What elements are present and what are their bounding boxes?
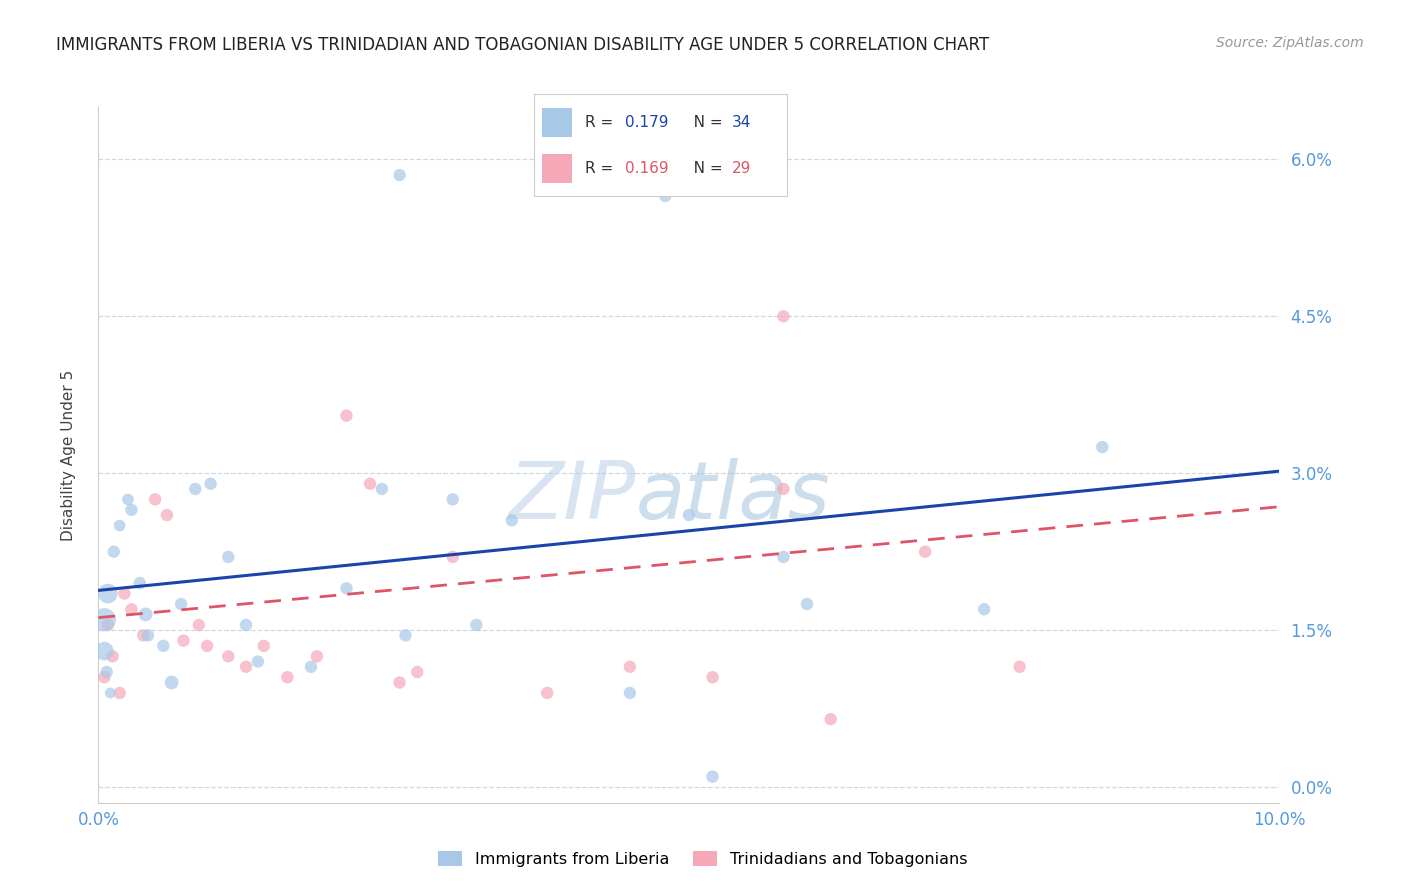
Text: atlas: atlas bbox=[636, 458, 831, 536]
Point bbox=[388, 675, 411, 690]
Point bbox=[335, 409, 357, 423]
Point bbox=[112, 586, 135, 600]
Point bbox=[371, 482, 394, 496]
Point bbox=[441, 549, 464, 564]
Text: Source: ZipAtlas.com: Source: ZipAtlas.com bbox=[1216, 36, 1364, 50]
Point bbox=[217, 549, 239, 564]
Point bbox=[96, 665, 118, 679]
Point bbox=[772, 310, 794, 324]
Point bbox=[117, 492, 139, 507]
Point bbox=[160, 675, 183, 690]
Point bbox=[135, 607, 157, 622]
Text: N =: N = bbox=[679, 161, 727, 176]
Point bbox=[235, 618, 257, 632]
Point bbox=[121, 602, 143, 616]
Point bbox=[914, 544, 936, 558]
Point bbox=[152, 639, 174, 653]
Text: 0.179: 0.179 bbox=[626, 115, 669, 130]
Point bbox=[246, 655, 269, 669]
Point bbox=[235, 660, 257, 674]
Point bbox=[359, 476, 381, 491]
Point bbox=[170, 597, 193, 611]
Legend: Immigrants from Liberia, Trinidadians and Tobagonians: Immigrants from Liberia, Trinidadians an… bbox=[430, 844, 976, 875]
Text: 34: 34 bbox=[731, 115, 751, 130]
Point bbox=[121, 503, 143, 517]
Point bbox=[200, 476, 222, 491]
FancyBboxPatch shape bbox=[541, 108, 572, 136]
Text: 0.169: 0.169 bbox=[626, 161, 669, 176]
Point bbox=[276, 670, 298, 684]
Point bbox=[406, 665, 429, 679]
Point bbox=[103, 544, 125, 558]
Point bbox=[172, 633, 194, 648]
Text: 29: 29 bbox=[731, 161, 751, 176]
Point bbox=[654, 189, 676, 203]
Point bbox=[108, 686, 131, 700]
FancyBboxPatch shape bbox=[541, 154, 572, 183]
Point bbox=[619, 660, 641, 674]
Point bbox=[143, 492, 166, 507]
Point bbox=[678, 508, 700, 522]
Text: N =: N = bbox=[679, 115, 727, 130]
Point bbox=[772, 549, 794, 564]
Point bbox=[820, 712, 842, 726]
Point bbox=[217, 649, 239, 664]
Point bbox=[195, 639, 218, 653]
Point bbox=[93, 613, 115, 627]
Point bbox=[187, 618, 209, 632]
Point bbox=[501, 513, 523, 527]
Point bbox=[97, 586, 120, 600]
Point bbox=[299, 660, 322, 674]
Point bbox=[796, 597, 818, 611]
Point bbox=[93, 644, 115, 658]
Point bbox=[156, 508, 179, 522]
Point bbox=[536, 686, 558, 700]
Text: R =: R = bbox=[585, 161, 619, 176]
Point bbox=[132, 628, 155, 642]
Point bbox=[394, 628, 416, 642]
Point bbox=[184, 482, 207, 496]
Point bbox=[772, 482, 794, 496]
Point bbox=[973, 602, 995, 616]
Point bbox=[253, 639, 276, 653]
Point bbox=[441, 492, 464, 507]
Text: IMMIGRANTS FROM LIBERIA VS TRINIDADIAN AND TOBAGONIAN DISABILITY AGE UNDER 5 COR: IMMIGRANTS FROM LIBERIA VS TRINIDADIAN A… bbox=[56, 36, 990, 54]
Point bbox=[101, 649, 124, 664]
Point bbox=[335, 582, 357, 596]
Y-axis label: Disability Age Under 5: Disability Age Under 5 bbox=[62, 369, 76, 541]
Text: ZIP: ZIP bbox=[509, 458, 636, 536]
Point bbox=[702, 670, 724, 684]
Point bbox=[1091, 440, 1114, 454]
Point bbox=[1008, 660, 1031, 674]
Point bbox=[465, 618, 488, 632]
Point bbox=[388, 168, 411, 182]
Point bbox=[619, 686, 641, 700]
Text: R =: R = bbox=[585, 115, 619, 130]
Point bbox=[702, 770, 724, 784]
Point bbox=[305, 649, 328, 664]
Point bbox=[97, 618, 120, 632]
Point bbox=[108, 518, 131, 533]
Point bbox=[93, 670, 115, 684]
Point bbox=[98, 686, 121, 700]
Point bbox=[136, 628, 159, 642]
Point bbox=[128, 576, 150, 591]
